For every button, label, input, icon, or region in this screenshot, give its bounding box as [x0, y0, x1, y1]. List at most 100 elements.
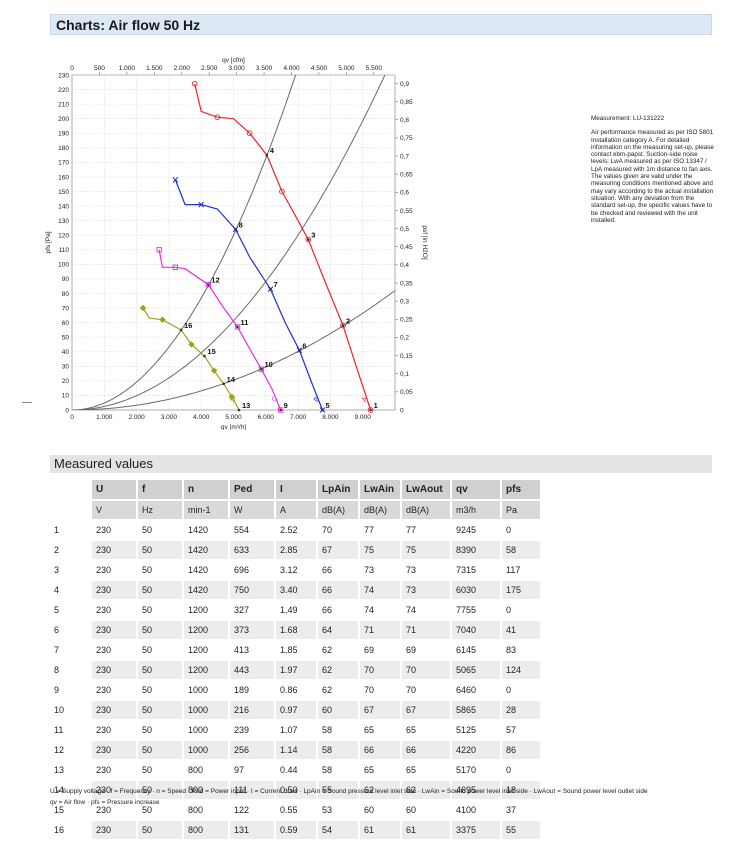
system-curve — [72, 75, 297, 410]
table-cell: 62 — [317, 660, 360, 681]
table-cell: 4695 — [451, 780, 502, 801]
table-cell: 58 — [317, 720, 360, 741]
table-cell: 3 — [50, 560, 92, 581]
y-tick-label: 100 — [58, 262, 69, 269]
y-tick-label: 110 — [59, 247, 70, 254]
table-cell: 14 — [50, 780, 92, 801]
y-tick-label: 20 — [62, 378, 70, 385]
table-cell: 800 — [183, 780, 230, 801]
table-cell: 50 — [137, 800, 184, 821]
table-cell: 230 — [91, 540, 138, 561]
top-axis-label: qv [cfm] — [222, 57, 245, 64]
table-row: 4 230 50 1420 750 3.40 66 74 73 6030 175 — [50, 580, 542, 601]
table-cell: 230 — [91, 620, 138, 641]
table-cell: 37 — [501, 800, 542, 821]
x-tick-label: 2.000 — [128, 414, 145, 421]
table-row: 8 230 50 1200 443 1.97 62 70 70 5065 124 — [50, 660, 542, 681]
table-cell: 77 — [359, 520, 402, 541]
table-cell: 50 — [137, 640, 184, 661]
table-cell: 230 — [91, 820, 138, 841]
table-cell: 62 — [317, 640, 360, 661]
curve-marker — [191, 80, 198, 87]
table-cell: 0.50 — [275, 780, 318, 801]
right-tick-label: 0,4 — [400, 262, 409, 269]
measurement-point-label: 10 — [264, 360, 272, 369]
table-cell: 230 — [91, 760, 138, 781]
curve-label: C — [271, 395, 280, 403]
curve-marker — [340, 322, 346, 329]
measured-values-title: Measured values — [50, 455, 712, 473]
table-cell: 7040 — [451, 620, 502, 641]
table-cell: 67 — [317, 540, 360, 561]
right-tick-label: 0,9 — [400, 81, 409, 88]
table-cell: 86 — [501, 740, 542, 761]
table-cell: 70 — [401, 680, 452, 701]
y-tick-label: 30 — [62, 364, 70, 371]
measurement-point-label: 16 — [184, 321, 192, 330]
curve-marker — [139, 304, 147, 312]
table-cell: 230 — [91, 800, 138, 821]
table-cell: 0 — [501, 680, 542, 701]
table-header-cell: U — [91, 480, 138, 501]
table-cell: 50 — [137, 780, 184, 801]
y-tick-label: 130 — [58, 218, 69, 225]
measurement-point — [265, 153, 269, 157]
table-cell: 11 — [50, 720, 92, 741]
measurement-point — [279, 408, 282, 412]
table-unit-cell: min-1 — [183, 500, 230, 521]
curve-marker — [279, 188, 285, 195]
curve-marker — [188, 341, 195, 348]
table-cell: 61 — [401, 820, 452, 841]
table-cell: 230 — [91, 700, 138, 721]
table-cell: 1.85 — [275, 640, 318, 661]
table-unit-cell: m3/h — [451, 500, 502, 521]
right-tick-label: 0 — [400, 407, 404, 414]
top-tick-label: 1.000 — [119, 65, 136, 72]
top-tick-label: 0 — [70, 65, 74, 72]
table-cell: 230 — [91, 580, 138, 601]
y-tick-label: 170 — [58, 160, 69, 167]
table-cell: 230 — [91, 660, 138, 681]
measurement-point-label: 4 — [270, 146, 275, 155]
table-cell: 111 — [229, 780, 276, 801]
measurement-point-label: 1 — [374, 401, 378, 410]
table-cell: 28 — [501, 700, 542, 721]
table-cell: 1200 — [183, 620, 230, 641]
curve-marker — [156, 247, 162, 253]
table-cell: 70 — [359, 680, 402, 701]
table-cell: 413 — [229, 640, 276, 661]
measurement-point — [260, 367, 263, 371]
table-cell: 3375 — [451, 820, 502, 841]
table-cell: 216 — [229, 700, 276, 721]
table-cell: 8 — [50, 660, 92, 681]
table-cell: 1.07 — [275, 720, 318, 741]
y-axis-label: pfs [Pa] — [45, 231, 52, 253]
measurement-point — [179, 328, 183, 332]
table-row: 6 230 50 1200 373 1.68 64 71 71 7040 41 — [50, 620, 542, 641]
table-cell: 62 — [359, 780, 402, 801]
table-cell: 7 — [50, 640, 92, 661]
table-cell: 74 — [401, 600, 452, 621]
table-cell: 60 — [359, 800, 402, 821]
table-cell: 97 — [229, 760, 276, 781]
table-cell: 50 — [137, 520, 184, 541]
measurement-point-label: 15 — [207, 347, 215, 356]
table-cell: 50 — [137, 720, 184, 741]
table-cell: 5 — [50, 600, 92, 621]
right-tick-label: 0,45 — [400, 244, 413, 251]
table-cell: 67 — [401, 700, 452, 721]
table-cell: 15 — [50, 800, 92, 821]
table-cell: 5170 — [451, 760, 502, 781]
y-tick-label: 40 — [62, 349, 70, 356]
top-tick-label: 5.000 — [338, 65, 355, 72]
curve-marker — [210, 367, 218, 374]
curve-marker — [278, 407, 284, 413]
table-row: 3 230 50 1420 696 3.12 66 73 73 7315 117 — [50, 560, 542, 581]
table-row: 2 230 50 1420 633 2.85 67 75 75 8390 58 — [50, 540, 542, 561]
table-cell: 60 — [317, 700, 360, 721]
table-cell: 1.14 — [275, 740, 318, 761]
table-header-cell — [50, 480, 92, 501]
table-cell: 6 — [50, 620, 92, 641]
table-cell: 750 — [229, 580, 276, 601]
table-cell: 230 — [91, 740, 138, 761]
